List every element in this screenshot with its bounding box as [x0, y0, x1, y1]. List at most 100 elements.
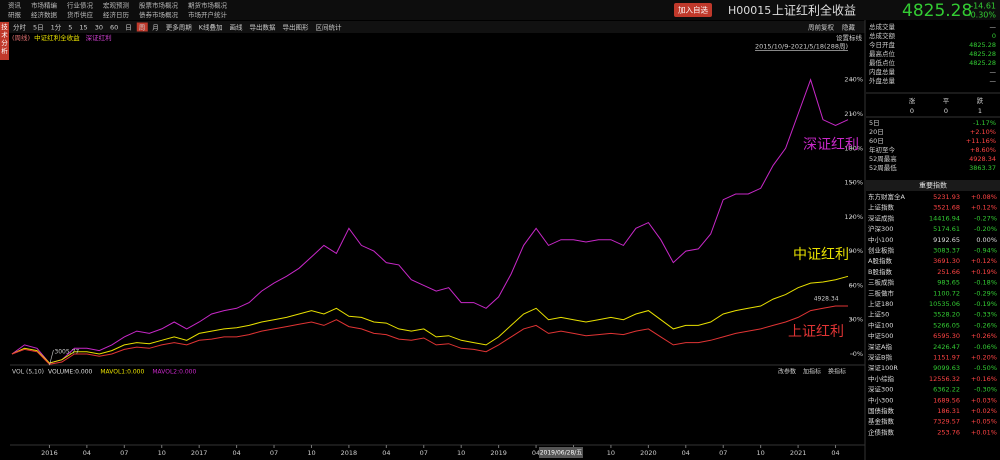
volume-button[interactable]: 换指标: [828, 368, 846, 376]
index-name[interactable]: 基金指数: [868, 417, 895, 426]
index-name[interactable]: 三板成指: [868, 278, 895, 287]
add-button[interactable]: 加入自选: [678, 5, 708, 15]
index-price: 14416.94: [929, 214, 960, 222]
return-value: +2.10%: [970, 128, 996, 136]
index-pct: +0.05%: [971, 418, 997, 426]
toolbar-right[interactable]: 周前复权: [808, 23, 835, 32]
quote-label: 今日开盘: [869, 40, 896, 49]
index-price: 253.76: [937, 428, 960, 436]
index-pct: +0.20%: [971, 354, 997, 362]
volume-label: VOL (5,10): [12, 369, 44, 376]
index-price: 5231.93: [933, 193, 960, 201]
toolbar-item[interactable]: 5日: [33, 24, 44, 32]
quote-value: 4825.28: [969, 50, 996, 58]
toolbar-item[interactable]: 导出数据: [250, 23, 277, 32]
breadth-value: 1: [978, 107, 982, 115]
index-name[interactable]: 中证100: [868, 320, 893, 329]
marker-button[interactable]: 设置标线: [836, 33, 863, 42]
index-pct: -0.18%: [974, 279, 997, 287]
x-tick-label: 04: [532, 449, 540, 457]
menu-item[interactable]: 期货市场概况: [188, 1, 228, 10]
volume-item: MAVOL2:0.000: [152, 369, 196, 376]
index-pct: +0.12%: [971, 257, 997, 265]
volume-button[interactable]: 改参数: [778, 368, 796, 376]
return-label: 年初至今: [869, 145, 896, 154]
side-tab-char[interactable]: 分: [1, 38, 8, 47]
toolbar-item[interactable]: 导出图形: [283, 23, 310, 32]
toolbar-item[interactable]: 日: [125, 24, 132, 32]
toolbar-right[interactable]: 隐藏: [842, 23, 856, 32]
index-name[interactable]: 企债指数: [868, 427, 895, 436]
index-pct: +0.16%: [971, 375, 997, 383]
side-tab-char[interactable]: 析: [1, 46, 8, 55]
index-name[interactable]: 深证A指: [868, 342, 892, 351]
menu-item[interactable]: 行业债况: [67, 1, 94, 10]
menu-item[interactable]: 宏观预测: [103, 1, 130, 10]
series-line: [11, 78, 849, 364]
annotation-arrow: [49, 349, 54, 366]
change-pct: -0.30%: [968, 11, 997, 20]
index-pct: -0.94%: [974, 247, 997, 255]
menu-item[interactable]: 股票市场概况: [139, 1, 179, 10]
x-tick-label: 04: [83, 449, 91, 457]
side-tab[interactable]: [0, 22, 9, 60]
side-tab-char[interactable]: 技: [1, 22, 8, 31]
index-name[interactable]: 深证成指: [868, 213, 895, 222]
index-name[interactable]: 中小综指: [868, 374, 895, 383]
toolbar-item[interactable]: 区间统计: [316, 23, 343, 32]
menu-item[interactable]: 市场开户统计: [188, 10, 228, 19]
return-label: 52周最低: [869, 163, 897, 172]
add-button-bg[interactable]: [674, 3, 712, 17]
toolbar-item[interactable]: 周: [139, 24, 146, 32]
toolbar-item[interactable]: 画线: [230, 23, 244, 32]
toolbar-item[interactable]: 分时: [13, 23, 27, 32]
series-line: [11, 275, 849, 364]
index-name[interactable]: 上证50: [868, 310, 889, 319]
index-name[interactable]: A股指数: [868, 256, 892, 265]
series-line: [11, 305, 848, 365]
index-name[interactable]: 沪深300: [868, 224, 893, 233]
index-price: 2426.47: [933, 343, 960, 351]
index-name[interactable]: 中小100: [868, 235, 893, 244]
toolbar-item[interactable]: K线叠加: [199, 23, 223, 32]
menu-item[interactable]: 经济数据: [31, 10, 58, 19]
x-tick-label: 10: [757, 449, 765, 457]
index-name[interactable]: 中小300: [868, 395, 893, 404]
index-name[interactable]: 深证300: [868, 385, 893, 394]
index-name[interactable]: 国债指数: [868, 406, 895, 415]
x-tick-label: 04: [831, 449, 839, 457]
top-bar: [0, 0, 1000, 20]
index-name[interactable]: 深证B指: [868, 353, 892, 362]
side-tab-char[interactable]: 术: [1, 30, 8, 39]
index-name[interactable]: 三板做市: [868, 288, 895, 297]
index-price: 983.65: [937, 279, 960, 287]
legend-prefix: (周线): [12, 33, 30, 42]
menu-item[interactable]: 资讯: [8, 1, 22, 10]
volume-button[interactable]: 加指标: [803, 368, 821, 376]
menu-item[interactable]: 研报: [8, 10, 22, 19]
toolbar-item[interactable]: 5: [68, 24, 72, 32]
index-name[interactable]: 深证100R: [868, 363, 898, 372]
index-pct: -0.19%: [974, 300, 997, 308]
index-name[interactable]: 创业板指: [868, 246, 895, 255]
menu-item[interactable]: 市场精编: [31, 1, 58, 10]
toolbar-item[interactable]: 月: [152, 24, 159, 32]
toolbar-item[interactable]: 30: [95, 24, 103, 32]
toolbar-item[interactable]: 15: [79, 24, 87, 32]
y-tick-label: 240%: [844, 76, 863, 84]
index-pct: -0.50%: [974, 364, 997, 372]
quote-value: 4825.28: [969, 59, 996, 67]
index-name[interactable]: 上证180: [868, 299, 893, 308]
menu-item[interactable]: 经济日历: [103, 10, 130, 19]
index-name[interactable]: B股指数: [868, 267, 892, 276]
index-name[interactable]: 中证500: [868, 331, 893, 340]
toolbar-item[interactable]: 1分: [51, 23, 62, 32]
x-tick-label: 10: [158, 449, 166, 457]
toolbar-item[interactable]: 60: [110, 24, 118, 32]
index-name[interactable]: 东方财富全A: [868, 192, 906, 201]
toolbar-item[interactable]: 更多周期: [166, 23, 193, 32]
menu-item[interactable]: 债券市场概况: [139, 10, 179, 19]
x-tick-label: 2019: [490, 449, 507, 457]
menu-item[interactable]: 货币供应: [67, 10, 94, 19]
index-name[interactable]: 上证指数: [868, 203, 895, 212]
